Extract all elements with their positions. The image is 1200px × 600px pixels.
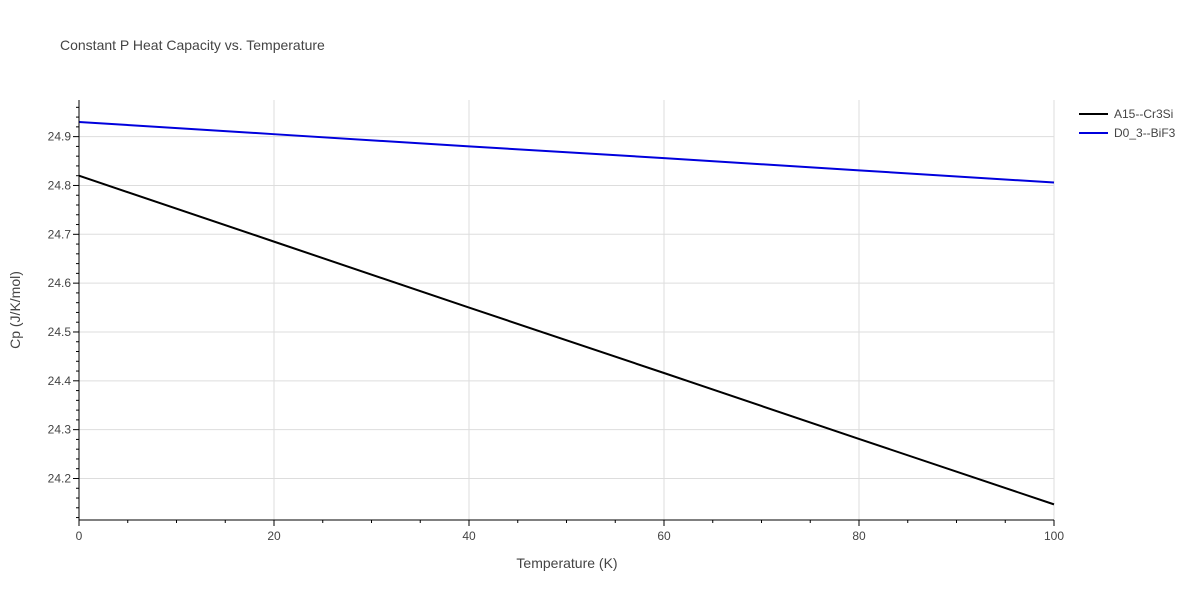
x-tick-label: 60 xyxy=(657,529,671,543)
ticks: 0 20 40 60 80 100 24.2 24.3 24.4 24.5 24.6 24.7 24.8… xyxy=(48,106,1064,543)
y-tick-label: 24.9 xyxy=(48,130,72,144)
chart-title: Constant P Heat Capacity vs. Temperature xyxy=(60,37,325,53)
series-line-A15--Cr3Si xyxy=(78,174,1055,506)
legend[interactable]: A15--Cr3Si D0_3--BiF3 xyxy=(1079,107,1176,140)
series-line-D0_3--BiF3 xyxy=(78,120,1055,184)
y-tick-label: 24.5 xyxy=(48,325,72,339)
x-tick-label: 0 xyxy=(76,529,83,543)
x-axis-label: Temperature (K) xyxy=(516,555,617,571)
y-tick-label: 24.3 xyxy=(48,423,72,437)
axes xyxy=(78,100,1054,521)
x-tick-label: 40 xyxy=(462,529,476,543)
y-axis-label: Cp (J/K/mol) xyxy=(7,271,23,349)
grid xyxy=(79,100,1055,520)
legend-item[interactable]: A15--Cr3Si xyxy=(1079,107,1173,121)
y-tick-label: 24.6 xyxy=(48,276,72,290)
x-tick-label: 80 xyxy=(852,529,866,543)
y-tick-label: 24.8 xyxy=(48,178,72,192)
series-layer xyxy=(78,120,1055,506)
y-tick-label: 24.7 xyxy=(48,227,72,241)
legend-item[interactable]: D0_3--BiF3 xyxy=(1079,126,1176,140)
x-tick-label: 100 xyxy=(1044,529,1064,543)
legend-label: D0_3--BiF3 xyxy=(1114,126,1176,140)
y-tick-label: 24.2 xyxy=(48,471,72,485)
legend-label: A15--Cr3Si xyxy=(1114,107,1173,121)
y-tick-label: 24.4 xyxy=(48,374,72,388)
x-tick-label: 20 xyxy=(267,529,281,543)
